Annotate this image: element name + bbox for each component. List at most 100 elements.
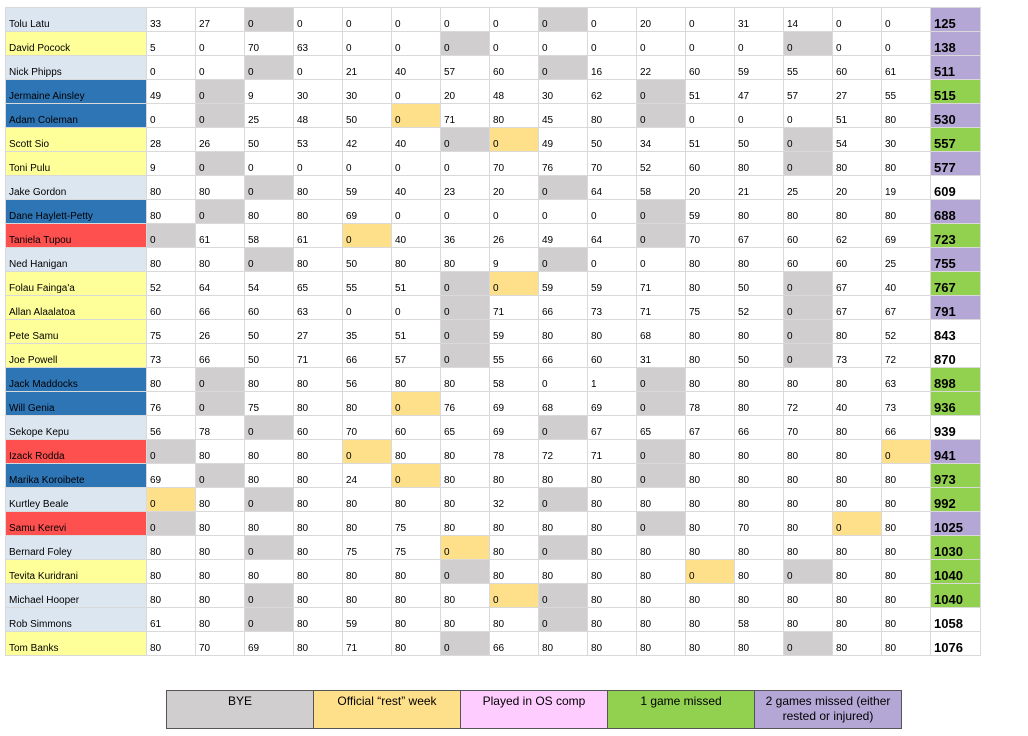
minutes-cell: 80 [832, 631, 882, 656]
minutes-cell: 80 [538, 319, 588, 344]
minutes-cell: 80 [391, 559, 441, 584]
minutes-cell: 80 [881, 511, 931, 536]
minutes-cell: 40 [391, 55, 441, 80]
minutes-cell: 0 [146, 103, 196, 128]
minutes-cell: 67 [587, 415, 637, 440]
player-name-cell: Tolu Latu [5, 7, 147, 32]
minutes-cell: 66 [538, 343, 588, 368]
minutes-cell: 0 [195, 31, 245, 56]
minutes-cell: 80 [293, 607, 343, 632]
minutes-cell: 25 [783, 175, 833, 200]
minutes-cell: 0 [734, 31, 784, 56]
total-minutes-cell: 1058 [930, 607, 981, 632]
minutes-cell: 0 [146, 439, 196, 464]
minutes-cell: 80 [391, 607, 441, 632]
total-minutes-cell: 755 [930, 247, 981, 272]
minutes-cell: 0 [195, 103, 245, 128]
minutes-cell: 68 [538, 391, 588, 416]
minutes-cell: 80 [195, 535, 245, 560]
minutes-cell: 35 [342, 319, 392, 344]
legend-item: Played in OS comp [460, 690, 608, 729]
minutes-cell: 36 [440, 223, 490, 248]
minutes-cell: 0 [783, 343, 833, 368]
minutes-cell: 0 [832, 511, 882, 536]
minutes-cell: 51 [685, 79, 735, 104]
minutes-cell: 0 [489, 127, 539, 152]
minutes-cell: 0 [783, 295, 833, 320]
minutes-cell: 80 [685, 487, 735, 512]
player-name-cell: Sekope Kepu [5, 415, 147, 440]
total-minutes-cell: 870 [930, 343, 981, 368]
minutes-cell: 47 [734, 79, 784, 104]
minutes-cell: 22 [636, 55, 686, 80]
minutes-cell: 50 [244, 343, 294, 368]
minutes-cell: 80 [685, 439, 735, 464]
minutes-cell: 0 [293, 55, 343, 80]
minutes-cell: 80 [783, 487, 833, 512]
minutes-cell: 80 [195, 247, 245, 272]
minutes-cell: 60 [489, 55, 539, 80]
minutes-cell: 80 [293, 199, 343, 224]
minutes-cell: 75 [146, 319, 196, 344]
table-row: Toni Pulu 9 0 0 0 0 0 0 70 76 70 52 60 80 0 80 80 577 [5, 151, 981, 176]
minutes-cell: 80 [587, 559, 637, 584]
minutes-cell: 80 [685, 367, 735, 392]
table-row: Bernard Foley 80 80 0 80 75 75 0 80 0 80 80 80 80 80 80… [5, 535, 981, 560]
table-row: Izack Rodda 0 80 80 80 0 80 80 78 72 71 0 80 80 80 80 0 9… [5, 439, 981, 464]
minutes-cell: 0 [391, 151, 441, 176]
player-name-cell: Kurtley Beale [5, 487, 147, 512]
table-row: Allan Alaalatoa 60 66 60 63 0 0 0 71 66 73 71 75 52 0 6… [5, 295, 981, 320]
minutes-cell: 60 [783, 223, 833, 248]
minutes-cell: 70 [734, 511, 784, 536]
minutes-cell: 80 [244, 463, 294, 488]
minutes-cell: 71 [440, 103, 490, 128]
minutes-cell: 42 [342, 127, 392, 152]
minutes-cell: 80 [293, 391, 343, 416]
minutes-cell: 64 [587, 223, 637, 248]
minutes-cell: 80 [636, 607, 686, 632]
minutes-cell: 60 [293, 415, 343, 440]
minutes-cell: 9 [489, 247, 539, 272]
total-minutes-cell: 577 [930, 151, 981, 176]
minutes-cell: 80 [783, 607, 833, 632]
minutes-cell: 80 [734, 631, 784, 656]
minutes-cell: 80 [391, 487, 441, 512]
minutes-cell: 80 [685, 247, 735, 272]
minutes-cell: 65 [440, 415, 490, 440]
minutes-cell: 80 [734, 151, 784, 176]
minutes-cell: 80 [783, 511, 833, 536]
player-name-cell: Scott Sio [5, 127, 147, 152]
minutes-cell: 0 [244, 175, 294, 200]
minutes-cell: 80 [489, 607, 539, 632]
minutes-cell: 0 [440, 151, 490, 176]
minutes-cell: 0 [685, 31, 735, 56]
minutes-cell: 0 [881, 439, 931, 464]
minutes-cell: 54 [244, 271, 294, 296]
minutes-cell: 50 [342, 103, 392, 128]
minutes-cell: 67 [881, 295, 931, 320]
minutes-cell: 58 [489, 367, 539, 392]
minutes-cell: 80 [685, 583, 735, 608]
minutes-cell: 80 [685, 631, 735, 656]
minutes-cell: 80 [440, 463, 490, 488]
minutes-cell: 80 [146, 247, 196, 272]
minutes-cell: 0 [538, 487, 588, 512]
minutes-cell: 80 [342, 511, 392, 536]
minutes-cell: 0 [244, 247, 294, 272]
total-minutes-cell: 936 [930, 391, 981, 416]
total-minutes-cell: 992 [930, 487, 981, 512]
minutes-cell: 80 [440, 511, 490, 536]
minutes-cell: 80 [587, 583, 637, 608]
minutes-cell: 67 [685, 415, 735, 440]
minutes-cell: 20 [440, 79, 490, 104]
minutes-cell: 75 [685, 295, 735, 320]
minutes-cell: 80 [244, 439, 294, 464]
minutes-cell: 70 [783, 415, 833, 440]
minutes-cell: 0 [489, 7, 539, 32]
table-row: Pete Samu 75 26 50 27 35 51 0 59 80 80 68 80 80 0 80 52 8… [5, 319, 981, 344]
minutes-cell: 20 [685, 175, 735, 200]
minutes-cell: 73 [881, 391, 931, 416]
minutes-cell: 80 [881, 607, 931, 632]
minutes-cell: 31 [636, 343, 686, 368]
minutes-cell: 50 [734, 271, 784, 296]
